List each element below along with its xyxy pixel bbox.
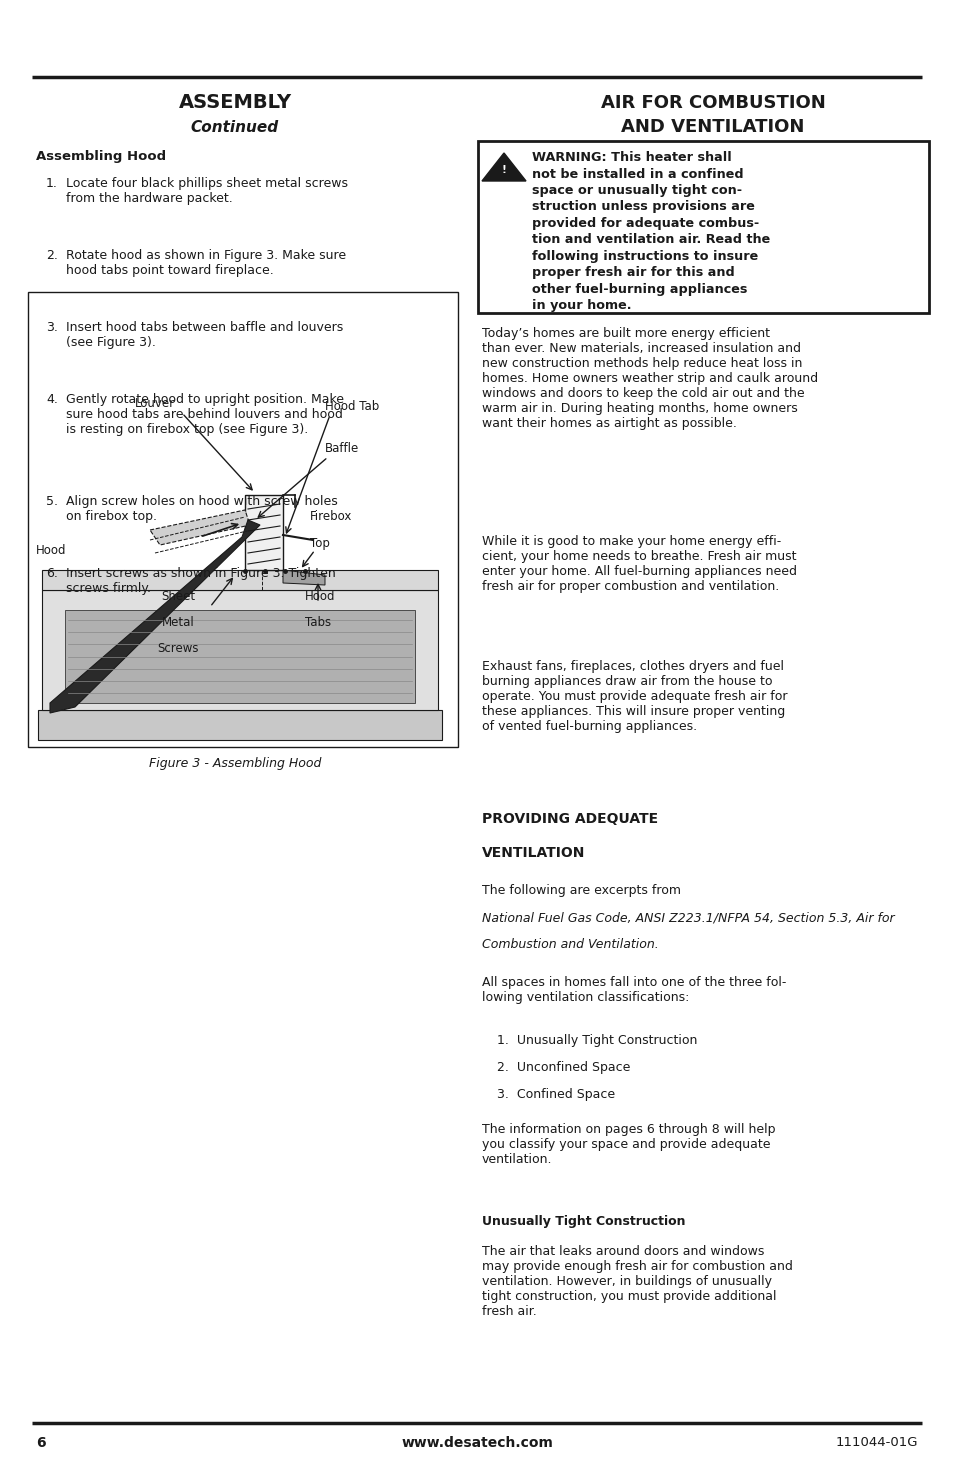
Text: following instructions to insure: following instructions to insure	[532, 249, 758, 263]
Text: 3.  Confined Space: 3. Confined Space	[497, 1089, 615, 1100]
Polygon shape	[283, 569, 325, 586]
Text: Baffle: Baffle	[325, 442, 359, 454]
Text: Hood Tab: Hood Tab	[325, 400, 379, 413]
Text: Exhaust fans, fireplaces, clothes dryers and fuel
burning appliances draw air fr: Exhaust fans, fireplaces, clothes dryers…	[481, 659, 786, 733]
Text: AIR FOR COMBUSTION: AIR FOR COMBUSTION	[600, 94, 824, 112]
Text: proper fresh air for this and: proper fresh air for this and	[532, 267, 734, 279]
Text: Screws: Screws	[157, 642, 198, 655]
Text: The information on pages 6 through 8 will help
you classify your space and provi: The information on pages 6 through 8 wil…	[481, 1122, 775, 1167]
Text: All spaces in homes fall into one of the three fol-
lowing ventilation classific: All spaces in homes fall into one of the…	[481, 976, 785, 1004]
Text: provided for adequate combus-: provided for adequate combus-	[532, 217, 759, 230]
Text: space or unusually tight con-: space or unusually tight con-	[532, 184, 741, 198]
Text: Tabs: Tabs	[305, 617, 331, 628]
Text: in your home.: in your home.	[532, 299, 631, 313]
Text: Insert screws as shown in Figure 3. Tighten
screws firmly.: Insert screws as shown in Figure 3. Tigh…	[66, 566, 335, 594]
Text: Insert hood tabs between baffle and louvers
(see Figure 3).: Insert hood tabs between baffle and louv…	[66, 322, 343, 350]
Polygon shape	[50, 521, 260, 712]
Text: Combustion and Ventilation.: Combustion and Ventilation.	[481, 938, 659, 951]
Polygon shape	[481, 153, 525, 181]
Polygon shape	[42, 569, 437, 590]
Text: Metal: Metal	[161, 617, 194, 628]
Text: 4.: 4.	[46, 392, 58, 406]
Text: Hood: Hood	[305, 590, 335, 603]
Text: 2.: 2.	[46, 249, 58, 263]
Text: AND VENTILATION: AND VENTILATION	[620, 118, 803, 136]
Text: 111044-01G: 111044-01G	[835, 1437, 917, 1450]
Text: National Fuel Gas Code, ANSI Z223.1/NFPA 54, Section 5.3, Air for: National Fuel Gas Code, ANSI Z223.1/NFPA…	[481, 912, 894, 923]
Text: tion and ventilation air. Read the: tion and ventilation air. Read the	[532, 233, 769, 246]
Text: 3.: 3.	[46, 322, 58, 333]
Text: Unusually Tight Construction: Unusually Tight Construction	[481, 1215, 685, 1229]
Text: not be installed in a confined: not be installed in a confined	[532, 168, 742, 180]
Text: Figure 3 - Assembling Hood: Figure 3 - Assembling Hood	[149, 757, 321, 770]
Polygon shape	[38, 709, 441, 740]
Text: struction unless provisions are: struction unless provisions are	[532, 201, 754, 214]
Text: Today’s homes are built more energy efficient
than ever. New materials, increase: Today’s homes are built more energy effi…	[481, 327, 818, 431]
Text: 5.: 5.	[46, 494, 58, 507]
Text: Locate four black phillips sheet metal screws
from the hardware packet.: Locate four black phillips sheet metal s…	[66, 177, 348, 205]
Text: 6: 6	[36, 1437, 46, 1450]
Text: WARNING: This heater shall: WARNING: This heater shall	[532, 150, 731, 164]
Text: 1.  Unusually Tight Construction: 1. Unusually Tight Construction	[497, 1034, 697, 1047]
Text: Louver: Louver	[134, 397, 175, 410]
Polygon shape	[42, 590, 437, 709]
Text: www.desatech.com: www.desatech.com	[400, 1437, 553, 1450]
Bar	[477, 142, 928, 313]
Text: Continued: Continued	[191, 119, 279, 134]
Text: PROVIDING ADEQUATE: PROVIDING ADEQUATE	[481, 813, 658, 826]
Text: !: !	[501, 165, 506, 176]
Bar	[245, 496, 283, 569]
Text: Firebox: Firebox	[310, 510, 352, 524]
Polygon shape	[150, 510, 250, 544]
Text: 2.  Unconfined Space: 2. Unconfined Space	[497, 1061, 630, 1074]
Text: Hood: Hood	[36, 543, 67, 556]
Text: Gently rotate hood to upright position. Make
sure hood tabs are behind louvers a: Gently rotate hood to upright position. …	[66, 392, 344, 437]
Bar	[28, 292, 457, 746]
Text: The air that leaks around doors and windows
may provide enough fresh air for com: The air that leaks around doors and wind…	[481, 1245, 792, 1319]
Text: other fuel-burning appliances: other fuel-burning appliances	[532, 283, 746, 296]
Text: While it is good to make your home energy effi-
cient, your home needs to breath: While it is good to make your home energ…	[481, 534, 796, 593]
Text: VENTILATION: VENTILATION	[481, 847, 585, 860]
Text: Align screw holes on hood with screw holes
on firebox top.: Align screw holes on hood with screw hol…	[66, 494, 337, 522]
Text: 6.: 6.	[46, 566, 58, 580]
Text: 1.: 1.	[46, 177, 58, 190]
Polygon shape	[65, 611, 415, 704]
Text: The following are excerpts from: The following are excerpts from	[481, 884, 684, 897]
Text: Assembling Hood: Assembling Hood	[36, 150, 166, 164]
Text: Rotate hood as shown in Figure 3. Make sure
hood tabs point toward fireplace.: Rotate hood as shown in Figure 3. Make s…	[66, 249, 346, 277]
Text: Sheet: Sheet	[161, 590, 194, 603]
Text: ASSEMBLY: ASSEMBLY	[178, 93, 292, 112]
Text: Top: Top	[310, 537, 330, 550]
